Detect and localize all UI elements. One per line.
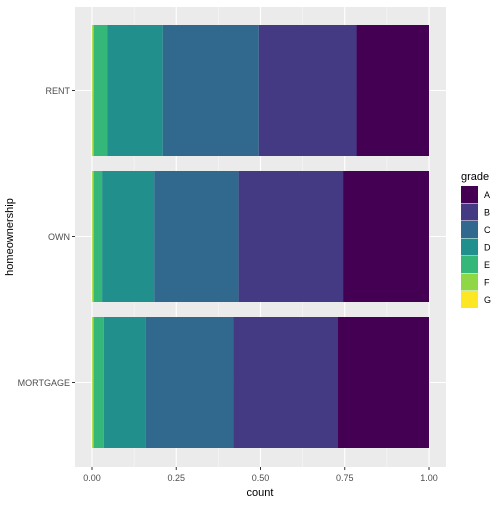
legend-key-c [461, 221, 478, 238]
x-tick-label: 0.75 [336, 473, 354, 483]
bar-segment-mortgage-d [104, 317, 146, 448]
bar-segment-own-f [92, 171, 93, 302]
legend-label-c: C [484, 225, 491, 235]
legend-key-a [461, 186, 478, 203]
bar-segment-rent-a [357, 25, 429, 156]
bar-segment-rent-e [94, 25, 107, 156]
legend-label-g: G [484, 295, 491, 305]
y-tick-label: OWN [48, 232, 70, 242]
bar-segment-own-b [239, 171, 343, 302]
legend-key-b [461, 204, 478, 221]
bar-segment-rent-b [259, 25, 357, 156]
bar-segment-mortgage-b [234, 317, 338, 448]
bar-segment-mortgage-c [146, 317, 234, 448]
bar-segment-rent-c [163, 25, 259, 156]
bar-segment-mortgage-e [94, 317, 104, 448]
legend-label-a: A [484, 190, 490, 200]
y-tick-label: RENT [46, 86, 71, 96]
legend-key-g [461, 291, 478, 308]
bar-segment-rent-d [107, 25, 163, 156]
y-tick-label: MORTGAGE [18, 378, 70, 388]
legend-label-f: F [484, 278, 490, 288]
legend-title: grade [461, 171, 489, 183]
legend-key-d [461, 239, 478, 256]
bar-segment-own-c [154, 171, 238, 302]
x-tick-label: 0.00 [83, 473, 101, 483]
bars [92, 25, 429, 448]
bar-segment-mortgage-a [338, 317, 429, 448]
x-tick-label: 0.25 [167, 473, 185, 483]
legend-label-b: B [484, 208, 490, 218]
y-axis-title: homeownership [4, 198, 16, 276]
bar-segment-rent-f [92, 25, 93, 156]
bar-segment-own-a [343, 171, 429, 302]
legend-label-e: E [484, 260, 490, 270]
x-tick-label: 0.50 [252, 473, 270, 483]
bar-segment-own-d [102, 171, 154, 302]
legend-label-d: D [484, 243, 491, 253]
x-axis-title: count [247, 487, 274, 499]
bar-segment-mortgage-f [92, 317, 93, 448]
legend-key-f [461, 274, 478, 291]
legend-key-e [461, 256, 478, 273]
x-tick-label: 1.00 [420, 473, 438, 483]
bar-segment-own-e [94, 171, 102, 302]
